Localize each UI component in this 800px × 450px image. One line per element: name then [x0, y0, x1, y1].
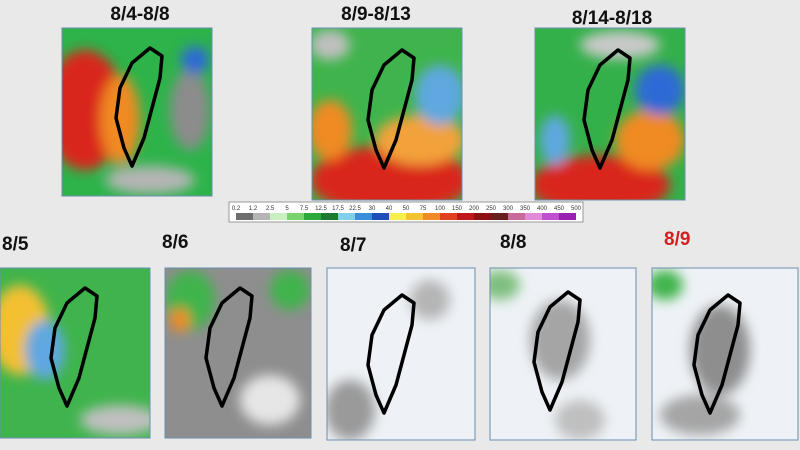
map-panel [62, 28, 212, 196]
map-panel [327, 268, 475, 440]
colorbar-swatch [236, 213, 253, 220]
colorbar-swatch [491, 213, 508, 220]
colorbar-label: 350 [520, 206, 531, 212]
map-panel [535, 28, 685, 200]
colorbar-label: 2.5 [266, 206, 275, 212]
colorbar-label: 7.5 [300, 206, 309, 212]
colorbar-label: 30 [369, 206, 376, 212]
colorbar-swatch [525, 213, 542, 220]
panel-label: 8/7 [340, 235, 366, 256]
colorbar-label: 300 [503, 206, 514, 212]
map-panel [312, 28, 462, 200]
map-panel [165, 268, 311, 438]
panel-label: 8/6 [162, 232, 188, 253]
colorbar-swatch [338, 213, 355, 220]
colorbar-label: 250 [486, 206, 497, 212]
colorbar-label: 400 [537, 206, 548, 212]
map-panel [0, 268, 150, 438]
colorbar-label: 40 [386, 206, 393, 212]
panel-frame [534, 27, 686, 201]
colorbar-label: 12.5 [315, 206, 327, 212]
colorbar-swatch [372, 213, 389, 220]
colorbar-swatch [542, 213, 559, 220]
colorbar-swatch [270, 213, 287, 220]
colorbar-swatch [406, 213, 423, 220]
panel-frames [0, 267, 799, 441]
colorbar-swatch [304, 213, 321, 220]
colorbar: 0.2 1.2 2.5 5 7.5 12.5 17.5 22.5 30 40 50 75 100 150 2… [232, 206, 582, 220]
colorbar-swatch [253, 213, 270, 220]
colorbar-swatch [321, 213, 338, 220]
colorbar-label: 150 [452, 206, 463, 212]
colorbar-label: 450 [554, 206, 565, 212]
colorbar-label: 75 [420, 206, 427, 212]
colorbar-swatch [355, 213, 372, 220]
colorbar-label: 0.2 [232, 206, 241, 212]
colorbar-swatch [474, 213, 491, 220]
colorbar-label: 22.5 [349, 206, 361, 212]
panel-label: 8/8 [500, 232, 526, 253]
colorbar-label: 1.2 [249, 206, 258, 212]
colorbar-label: 100 [435, 206, 446, 212]
colorbar-swatch [457, 213, 474, 220]
colorbar-swatch [508, 213, 525, 220]
panel-label: 8/14-8/18 [572, 8, 652, 29]
colorbar-swatch [389, 213, 406, 220]
panel-label: 8/9 [664, 229, 690, 250]
colorbar-label: 200 [469, 206, 480, 212]
colorbar-swatch [423, 213, 440, 220]
colorbar-swatch [559, 213, 576, 220]
panel-frame [311, 27, 463, 201]
colorbar-label: 17.5 [332, 206, 344, 212]
map-panel [652, 268, 798, 440]
colorbar-label: 50 [403, 206, 410, 212]
map-panel [490, 268, 636, 440]
panel-label: 8/4-8/8 [110, 4, 169, 25]
colorbar-swatch [440, 213, 457, 220]
colorbar-label: 500 [571, 206, 582, 212]
colorbar-label: 5 [285, 206, 289, 212]
panel-label: 8/9-8/13 [341, 4, 411, 25]
panel-label: 8/5 [2, 234, 29, 255]
panel-frame [61, 27, 213, 197]
colorbar-swatch [287, 213, 304, 220]
